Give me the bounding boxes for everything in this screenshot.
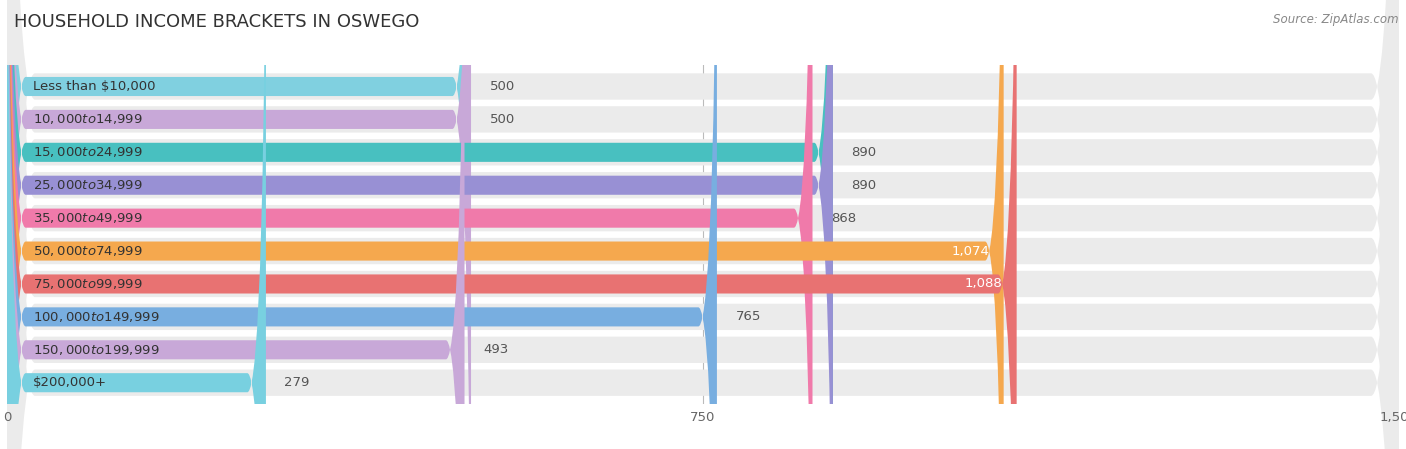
FancyBboxPatch shape: [7, 0, 1004, 449]
FancyBboxPatch shape: [7, 0, 1399, 449]
Text: 493: 493: [484, 343, 509, 357]
FancyBboxPatch shape: [7, 0, 266, 449]
Text: $75,000 to $99,999: $75,000 to $99,999: [32, 277, 142, 291]
FancyBboxPatch shape: [7, 0, 717, 449]
Text: Source: ZipAtlas.com: Source: ZipAtlas.com: [1274, 13, 1399, 26]
FancyBboxPatch shape: [7, 0, 1399, 449]
Text: 500: 500: [489, 80, 515, 93]
Text: 765: 765: [735, 310, 761, 323]
Text: $15,000 to $24,999: $15,000 to $24,999: [32, 145, 142, 159]
FancyBboxPatch shape: [7, 0, 832, 449]
Text: $100,000 to $149,999: $100,000 to $149,999: [32, 310, 159, 324]
Text: 868: 868: [831, 211, 856, 224]
FancyBboxPatch shape: [7, 0, 1399, 449]
FancyBboxPatch shape: [7, 0, 464, 449]
Text: $200,000+: $200,000+: [32, 376, 107, 389]
FancyBboxPatch shape: [7, 0, 813, 449]
Text: $35,000 to $49,999: $35,000 to $49,999: [32, 211, 142, 225]
FancyBboxPatch shape: [7, 0, 832, 449]
Text: $25,000 to $34,999: $25,000 to $34,999: [32, 178, 142, 192]
Text: 500: 500: [489, 113, 515, 126]
FancyBboxPatch shape: [7, 0, 1399, 449]
Text: 890: 890: [852, 179, 876, 192]
FancyBboxPatch shape: [7, 0, 471, 449]
Text: 279: 279: [284, 376, 309, 389]
FancyBboxPatch shape: [7, 0, 1399, 449]
Text: 1,074: 1,074: [952, 245, 990, 258]
Text: 890: 890: [852, 146, 876, 159]
FancyBboxPatch shape: [7, 0, 1399, 449]
FancyBboxPatch shape: [7, 0, 1399, 449]
FancyBboxPatch shape: [7, 0, 1017, 449]
Text: $150,000 to $199,999: $150,000 to $199,999: [32, 343, 159, 357]
FancyBboxPatch shape: [7, 0, 1399, 449]
Text: HOUSEHOLD INCOME BRACKETS IN OSWEGO: HOUSEHOLD INCOME BRACKETS IN OSWEGO: [14, 13, 419, 31]
Text: 1,088: 1,088: [965, 277, 1002, 291]
Text: $50,000 to $74,999: $50,000 to $74,999: [32, 244, 142, 258]
FancyBboxPatch shape: [7, 0, 1399, 449]
FancyBboxPatch shape: [7, 0, 471, 449]
FancyBboxPatch shape: [7, 0, 1399, 449]
Text: Less than $10,000: Less than $10,000: [32, 80, 156, 93]
Text: $10,000 to $14,999: $10,000 to $14,999: [32, 112, 142, 127]
